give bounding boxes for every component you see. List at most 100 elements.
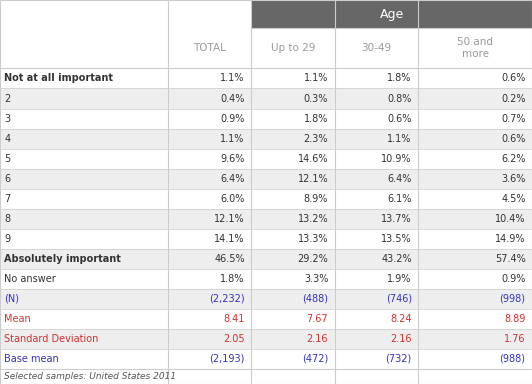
Text: 10.9%: 10.9% [381,154,412,164]
Text: 0.6%: 0.6% [387,114,412,124]
Text: 0.6%: 0.6% [501,73,526,83]
Bar [0,369,532,384]
Text: 2.16: 2.16 [390,334,412,344]
Bar [0,0,532,28]
Text: (N): (N) [4,294,19,304]
Text: 2.05: 2.05 [223,334,245,344]
Text: 0.7%: 0.7% [501,114,526,124]
Text: Mean: Mean [4,314,31,324]
Text: (746): (746) [386,294,412,304]
Text: 9: 9 [4,233,11,243]
Text: 57.4%: 57.4% [495,253,526,263]
Text: Standard Deviation: Standard Deviation [4,334,98,344]
Bar [0,149,532,169]
Bar [0,228,532,248]
Text: 1.1%: 1.1% [220,134,245,144]
Text: Absolutely important: Absolutely important [4,253,121,263]
Text: 13.2%: 13.2% [297,214,328,223]
Text: 1.8%: 1.8% [387,73,412,83]
Text: 2: 2 [4,93,11,104]
Bar [0,88,532,109]
Bar [0,349,532,369]
Text: 2.16: 2.16 [307,334,328,344]
Text: 14.6%: 14.6% [298,154,328,164]
Text: 1.1%: 1.1% [387,134,412,144]
Text: 3.3%: 3.3% [304,273,328,283]
Text: Age: Age [379,8,404,21]
Bar [0,248,532,268]
Text: 29.2%: 29.2% [297,253,328,263]
Text: 4.5%: 4.5% [501,194,526,204]
Bar [0,28,532,68]
Text: 0.6%: 0.6% [501,134,526,144]
Text: 6.2%: 6.2% [501,154,526,164]
Text: 0.8%: 0.8% [387,93,412,104]
Text: 1.8%: 1.8% [220,273,245,283]
Text: 9.6%: 9.6% [220,154,245,164]
Text: 13.3%: 13.3% [298,233,328,243]
Text: 1.1%: 1.1% [304,73,328,83]
Text: (2,193): (2,193) [210,354,245,364]
Text: Up to 29: Up to 29 [271,43,315,53]
Text: 8.89: 8.89 [504,314,526,324]
Bar [0,109,532,129]
Text: 1.1%: 1.1% [220,73,245,83]
Text: Selected samples: United States 2011: Selected samples: United States 2011 [4,372,177,381]
Text: 13.5%: 13.5% [381,233,412,243]
Bar [0,309,532,329]
Bar [251,0,532,28]
Text: 0.9%: 0.9% [501,273,526,283]
Text: 0.2%: 0.2% [501,93,526,104]
Text: Base mean: Base mean [4,354,59,364]
Text: 13.7%: 13.7% [381,214,412,223]
Text: 5: 5 [4,154,11,164]
Text: 6.4%: 6.4% [220,174,245,184]
Text: 4: 4 [4,134,11,144]
Text: 6.1%: 6.1% [387,194,412,204]
Bar [0,189,532,209]
Bar [0,329,532,349]
Text: 6: 6 [4,174,11,184]
Text: 8.9%: 8.9% [304,194,328,204]
Text: 8.41: 8.41 [223,314,245,324]
Text: 3: 3 [4,114,11,124]
Bar [0,68,532,88]
Text: 30-49: 30-49 [361,43,392,53]
Text: 0.3%: 0.3% [304,93,328,104]
Text: 43.2%: 43.2% [381,253,412,263]
Text: 0.9%: 0.9% [220,114,245,124]
Text: 1.76: 1.76 [504,334,526,344]
Text: 7.67: 7.67 [306,314,328,324]
Text: 1.8%: 1.8% [304,114,328,124]
Text: No answer: No answer [4,273,56,283]
Text: Not at all important: Not at all important [4,73,113,83]
Text: (998): (998) [500,294,526,304]
Text: 0.4%: 0.4% [220,93,245,104]
Text: (732): (732) [386,354,412,364]
Text: (988): (988) [500,354,526,364]
Text: (488): (488) [302,294,328,304]
Text: 3.6%: 3.6% [501,174,526,184]
Text: 8: 8 [4,214,11,223]
Text: 10.4%: 10.4% [495,214,526,223]
Bar [0,268,532,289]
Text: 6.0%: 6.0% [220,194,245,204]
Text: 2.3%: 2.3% [304,134,328,144]
Text: 14.9%: 14.9% [495,233,526,243]
Bar [0,129,532,149]
Text: (472): (472) [302,354,328,364]
Bar [0,289,532,309]
Text: 8.24: 8.24 [390,314,412,324]
Text: (2,232): (2,232) [209,294,245,304]
Text: 6.4%: 6.4% [387,174,412,184]
Text: 50 and
more: 50 and more [457,38,493,59]
Text: 12.1%: 12.1% [214,214,245,223]
Text: 12.1%: 12.1% [297,174,328,184]
Text: 7: 7 [4,194,11,204]
Text: 46.5%: 46.5% [214,253,245,263]
Text: 1.9%: 1.9% [387,273,412,283]
Bar [0,169,532,189]
Text: TOTAL: TOTAL [193,43,226,53]
Text: 14.1%: 14.1% [214,233,245,243]
Bar [0,209,532,228]
